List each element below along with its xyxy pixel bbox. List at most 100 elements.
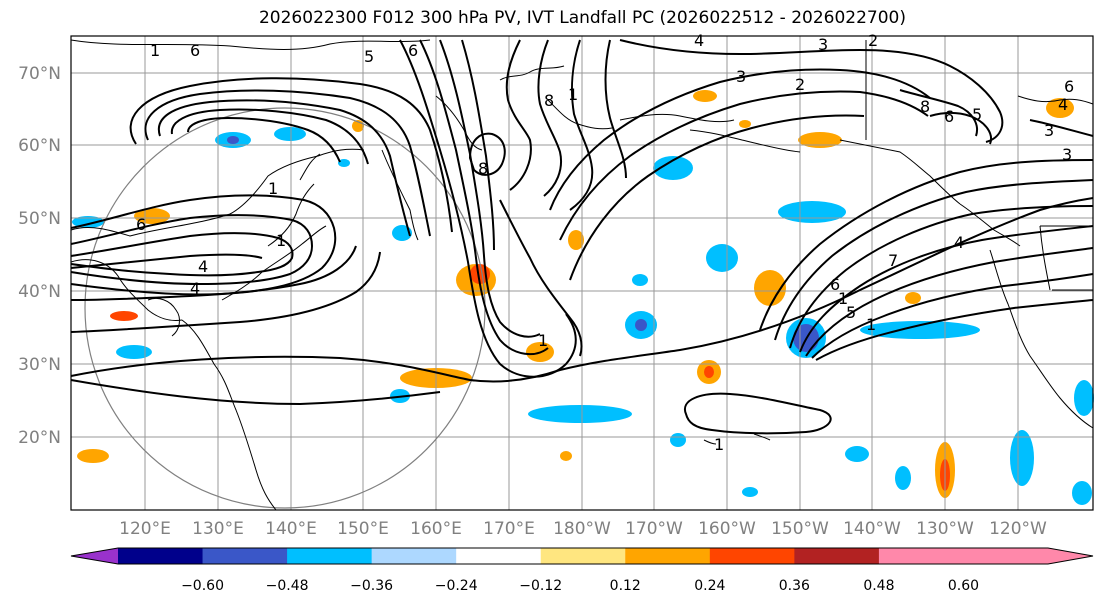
ivt-negative-blob [116, 345, 152, 359]
lon-label: 170°W [625, 519, 683, 539]
colorbar-extend-min [71, 548, 118, 564]
contour-label: 5 [364, 47, 374, 66]
colorbar-tick-label: 0.24 [694, 578, 725, 594]
colorbar-segment [625, 548, 711, 564]
ivt-positive-blob [754, 270, 786, 306]
ivt-negative-blob [1074, 380, 1094, 416]
colorbar-tick-label: −0.60 [181, 578, 224, 594]
ivt-positive-blob [568, 230, 584, 250]
lon-label: 150°W [771, 519, 829, 539]
lon-label: 180°W [553, 519, 611, 539]
ivt-negative-blob [392, 225, 412, 241]
ivt-negative-core [227, 136, 239, 144]
colorbar-tick-label: −0.36 [350, 578, 393, 594]
ivt-positive-blob [693, 90, 717, 102]
ivt-negative-blob [895, 466, 911, 490]
contour-label: 6 [190, 41, 200, 60]
lat-label: 70°N [18, 64, 61, 84]
colorbar-tick-label: 0.60 [948, 578, 979, 594]
colorbar-segment [456, 548, 542, 564]
ivt-negative-blob [706, 244, 738, 272]
lon-label: 130°W [916, 519, 974, 539]
colorbar-tick-label: −0.48 [266, 578, 309, 594]
colorbar-segment [794, 548, 880, 564]
ivt-negative-blob [860, 321, 980, 339]
contour-label: 4 [694, 31, 704, 50]
contour-label: 5 [972, 105, 982, 124]
ivt-negative-blob [653, 156, 693, 180]
colorbar-tick-label: −0.24 [435, 578, 478, 594]
contour-label: 3 [1044, 121, 1054, 140]
contour-label: 1 [838, 289, 848, 308]
contour-label: 6 [1064, 77, 1074, 96]
colorbar-tick-label: 0.48 [863, 578, 894, 594]
contour-label: 8 [478, 159, 488, 178]
contour-label: 1 [568, 85, 578, 104]
colorbar-extend-max [963, 548, 1093, 564]
ivt-positive-blob [134, 208, 170, 224]
contour-label: 3 [818, 35, 828, 54]
contour-label: 1 [150, 41, 160, 60]
contour-label: 1 [538, 331, 548, 350]
ivt-positive-blob [905, 292, 921, 304]
lon-labels: 120°E 130°E 140°E 150°E 160°E 170°E 180°… [119, 519, 1047, 539]
lon-label: 170°E [483, 519, 535, 539]
lat-label: 30°N [18, 355, 61, 375]
colorbar-segment [540, 548, 626, 564]
contour-label: 3 [1062, 145, 1072, 164]
colorbar-segment [709, 548, 795, 564]
graticule [71, 36, 1093, 510]
map-frame [70, 35, 1094, 511]
ivt-positive-blob [77, 449, 109, 463]
contour-label: 6 [408, 41, 418, 60]
lon-label: 160°W [698, 519, 756, 539]
lon-label: 120°E [119, 519, 171, 539]
lon-label: 120°W [989, 519, 1047, 539]
contour-label: 8 [544, 91, 554, 110]
lat-label: 50°N [18, 209, 61, 229]
contour-label: 4 [190, 279, 200, 298]
contour-label: 2 [795, 75, 805, 94]
contour-label: 4 [198, 257, 208, 276]
colorbar-tick-label: 0.12 [610, 578, 641, 594]
ivt-negative-blob [845, 446, 869, 462]
map-title: 2026022300 F012 300 hPa PV, IVT Landfall… [258, 8, 906, 28]
colorbar-outline [70, 547, 1094, 565]
ivt-negative-blob [670, 433, 686, 447]
colorbar-segment [287, 548, 373, 564]
ivt-positive-blob [110, 311, 138, 321]
contour-label: 2 [868, 31, 878, 50]
ivt-negative-core [635, 319, 647, 331]
contour-label: 6 [944, 107, 954, 126]
contour-label: 1 [276, 231, 286, 250]
ivt-negative-blob [338, 159, 350, 167]
colorbar-segment [118, 548, 204, 564]
ivt-negative-blob [1072, 481, 1092, 505]
contour-label: 1 [866, 315, 876, 334]
colorbar [70, 547, 1094, 565]
colorbar-tick-label: −0.12 [519, 578, 562, 594]
ivt-negative-blob [274, 127, 306, 141]
lon-label: 160°E [410, 519, 462, 539]
ivt-negative-blob [72, 216, 104, 228]
ivt-negative-blob [632, 274, 648, 286]
ivt-negative-blob [528, 405, 632, 423]
contour-label: 1 [268, 179, 278, 198]
contour-label: 6 [830, 275, 840, 294]
ivt-negative-blob [778, 201, 846, 223]
ivt-positive-blob [798, 132, 842, 148]
colorbar-segment [371, 548, 457, 564]
contour-label: 4 [954, 233, 964, 252]
contour-label: 7 [888, 251, 898, 270]
ivt-positive-blob [1046, 98, 1074, 118]
colorbar-tick-label: 0.36 [779, 578, 810, 594]
contour-label: 8 [920, 97, 930, 116]
ivt-positive-blob [560, 451, 572, 461]
pv-contours [70, 39, 1094, 435]
lat-label: 40°N [18, 282, 61, 302]
ivt-negative-blob [742, 487, 758, 497]
contour-label: 6 [136, 215, 146, 234]
lon-label: 140°E [265, 519, 317, 539]
contour-label: 1 [714, 435, 724, 454]
